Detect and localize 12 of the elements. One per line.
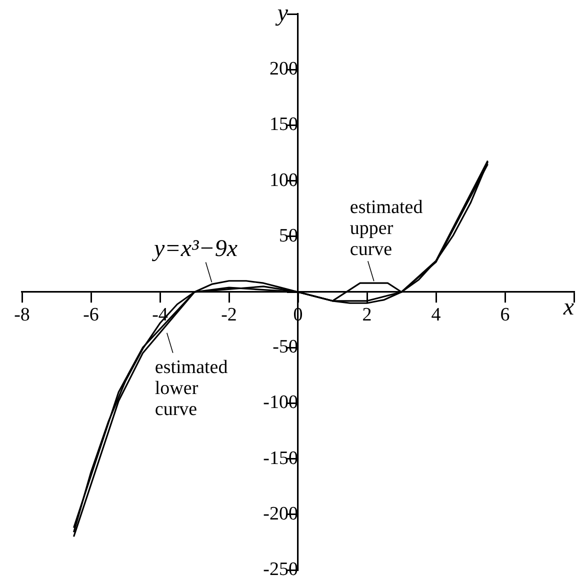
y-tick-label: -200: [263, 503, 298, 524]
annotation: estimated lower curve: [154, 356, 228, 420]
x-tick-label: 2: [362, 304, 372, 326]
x-tick-label: -2: [221, 304, 237, 326]
y-axis-title: y: [275, 0, 288, 26]
annotation: y=x³−9x: [152, 236, 238, 262]
x-tick-label: 6: [500, 304, 510, 326]
x-axis-title: x: [562, 294, 574, 320]
x-tick-label: 4: [431, 304, 442, 326]
x-tick-label: -6: [83, 304, 99, 326]
x-tick-label: -8: [14, 304, 30, 326]
annotation: estimated upper curve: [350, 197, 424, 260]
